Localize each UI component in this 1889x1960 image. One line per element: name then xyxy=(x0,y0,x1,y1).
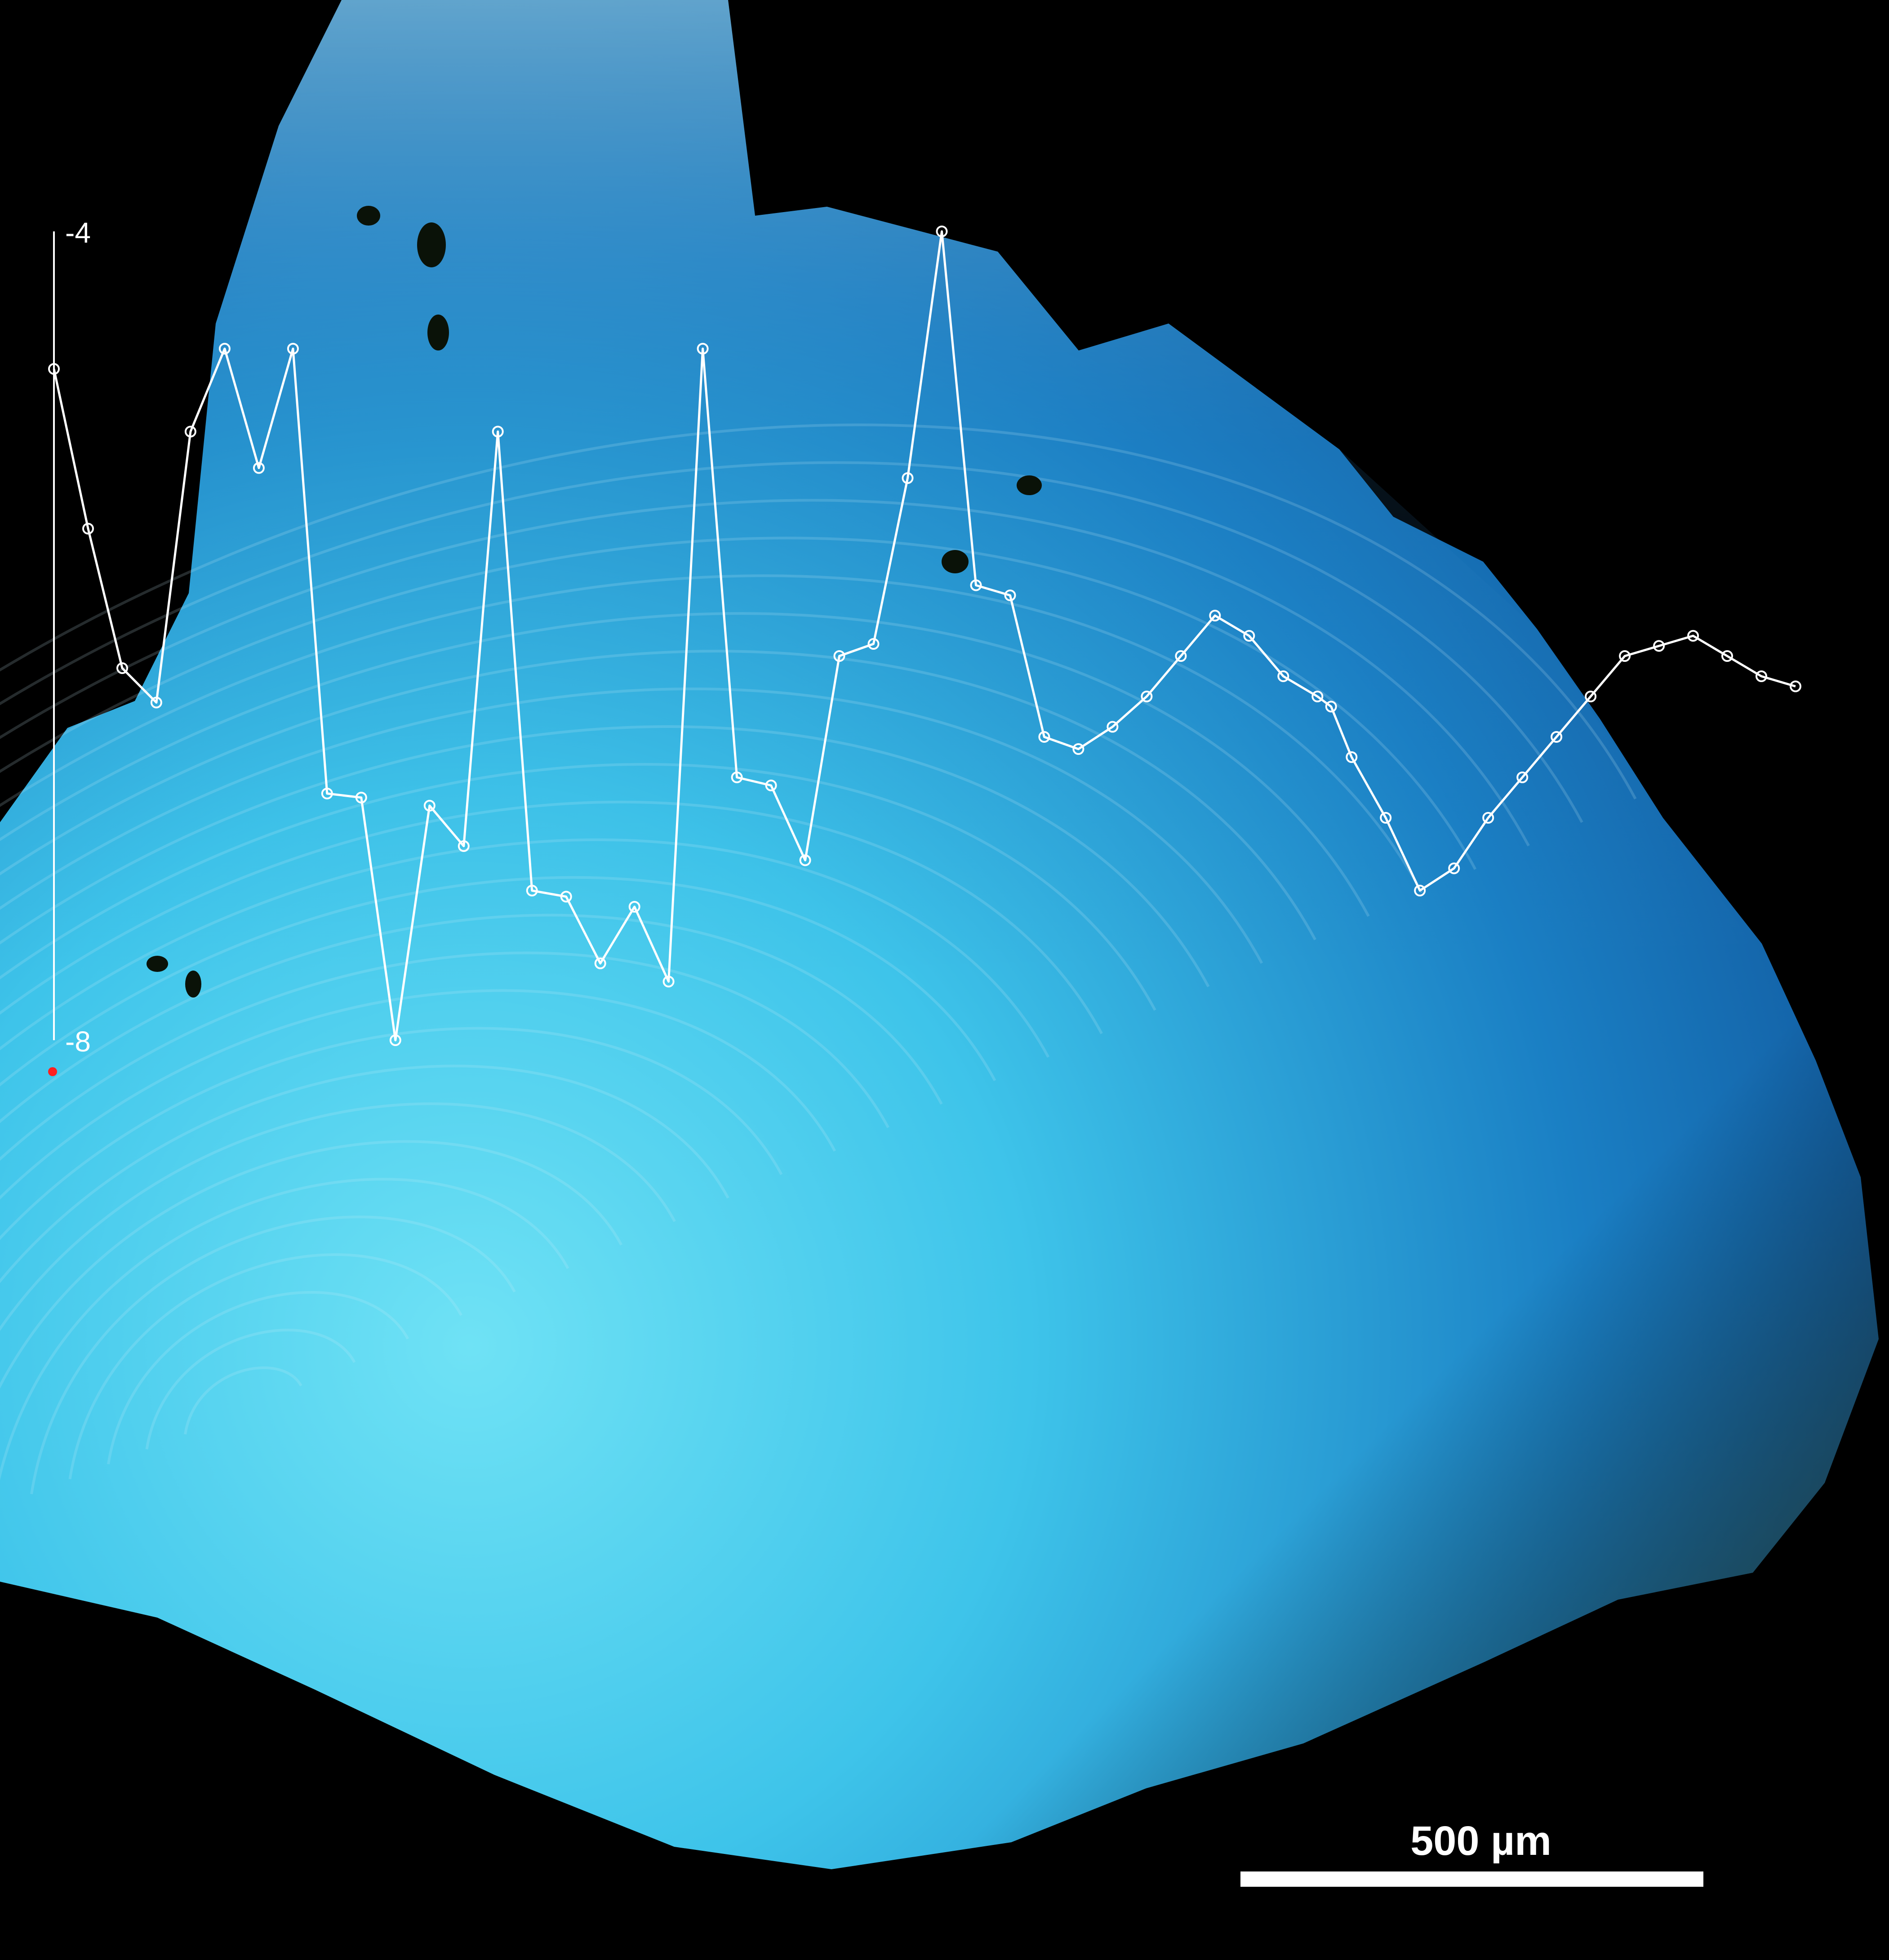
y-tick-label-top: -4 xyxy=(65,217,91,249)
profile-point-31 xyxy=(1107,721,1119,733)
profile-point-46 xyxy=(1585,691,1597,702)
profile-series-points xyxy=(48,226,1801,1046)
profile-point-42 xyxy=(1448,862,1460,874)
growth-band xyxy=(0,1102,676,1331)
growth-band xyxy=(0,1178,569,1481)
profile-point-52 xyxy=(1790,680,1801,692)
profile-point-25 xyxy=(902,472,914,484)
profile-point-38 xyxy=(1325,701,1337,713)
profile-point-21 xyxy=(765,780,777,791)
profile-point-32 xyxy=(1141,691,1153,702)
profile-point-4 xyxy=(184,426,196,438)
growth-band xyxy=(0,801,1103,1034)
profile-point-0 xyxy=(48,363,60,375)
growth-band xyxy=(107,1291,409,1464)
profile-point-49 xyxy=(1687,630,1699,642)
profile-point-16 xyxy=(594,958,606,969)
profile-point-18 xyxy=(662,976,675,988)
growth-band xyxy=(0,876,996,1087)
scale-bar: 500 µm xyxy=(1222,1804,1739,1912)
profile-point-28 xyxy=(1004,590,1016,601)
profile-point-2 xyxy=(116,662,128,674)
growth-band xyxy=(0,1140,623,1389)
profile-point-51 xyxy=(1756,670,1767,682)
growth-band xyxy=(0,838,1050,1058)
inclusions xyxy=(147,206,1042,998)
profile-point-3 xyxy=(150,696,162,709)
profile-point-15 xyxy=(560,891,572,903)
profile-point-13 xyxy=(492,426,504,438)
growth-band xyxy=(30,1215,516,1494)
profile-point-23 xyxy=(833,650,845,662)
profile-point-41 xyxy=(1414,885,1426,896)
growth-band xyxy=(0,423,1637,800)
profile-point-27 xyxy=(970,579,982,591)
profile-point-37 xyxy=(1311,691,1324,702)
growth-band xyxy=(0,763,1156,1011)
profile-point-19 xyxy=(697,343,709,355)
scale-bar-label: 500 µm xyxy=(1410,1818,1551,1864)
profile-point-26 xyxy=(936,226,948,237)
scale-bar-line xyxy=(1240,1871,1703,1887)
growth-band xyxy=(0,574,1423,894)
growth-band xyxy=(184,1366,302,1435)
growth-band xyxy=(0,1064,729,1284)
profile-point-22 xyxy=(799,854,811,866)
specimen-rim xyxy=(0,0,1879,1869)
profile-point-17 xyxy=(628,901,640,913)
y-tick-label-bottom: -8 xyxy=(65,1025,91,1058)
profile-point-7 xyxy=(287,343,299,355)
profile-point-29 xyxy=(1038,731,1050,743)
profile-point-8 xyxy=(321,788,333,799)
profile-point-33 xyxy=(1175,650,1187,662)
growth-band xyxy=(0,461,1583,823)
profile-point-40 xyxy=(1380,812,1392,824)
growth-band xyxy=(0,499,1530,847)
growth-band xyxy=(0,537,1477,870)
growth-bands xyxy=(0,423,1637,1494)
profile-point-1 xyxy=(82,523,94,535)
profile-point-20 xyxy=(731,772,743,783)
profile-point-39 xyxy=(1346,751,1358,763)
profile-point-36 xyxy=(1277,670,1289,682)
profile-point-43 xyxy=(1482,812,1494,824)
profile-point-45 xyxy=(1551,731,1563,743)
profile-point-47 xyxy=(1619,650,1631,662)
profile-point-9 xyxy=(355,792,367,803)
growth-band xyxy=(0,951,889,1161)
profile-chart: -4 -8 xyxy=(48,217,1801,1058)
profile-point-50 xyxy=(1721,650,1733,662)
profile-point-11 xyxy=(423,800,436,811)
growth-band xyxy=(0,687,1263,964)
profile-point-24 xyxy=(867,638,880,650)
profile-point-10 xyxy=(389,1034,401,1046)
growth-band xyxy=(68,1253,462,1480)
profile-point-35 xyxy=(1243,630,1255,642)
profile-point-14 xyxy=(526,885,538,896)
profile-point-48 xyxy=(1653,640,1665,652)
profile-point-5 xyxy=(218,343,231,355)
growth-band xyxy=(0,913,943,1123)
start-marker-dot xyxy=(48,1067,57,1076)
profile-point-12 xyxy=(458,840,470,852)
growth-band xyxy=(0,989,836,1200)
growth-band xyxy=(145,1329,356,1450)
profile-point-34 xyxy=(1209,610,1221,621)
profile-point-6 xyxy=(253,462,265,474)
growth-band xyxy=(0,650,1316,940)
profile-point-44 xyxy=(1516,772,1529,783)
profile-series-line xyxy=(53,230,1796,1042)
profile-point-30 xyxy=(1072,743,1085,755)
growth-band xyxy=(0,1027,783,1241)
